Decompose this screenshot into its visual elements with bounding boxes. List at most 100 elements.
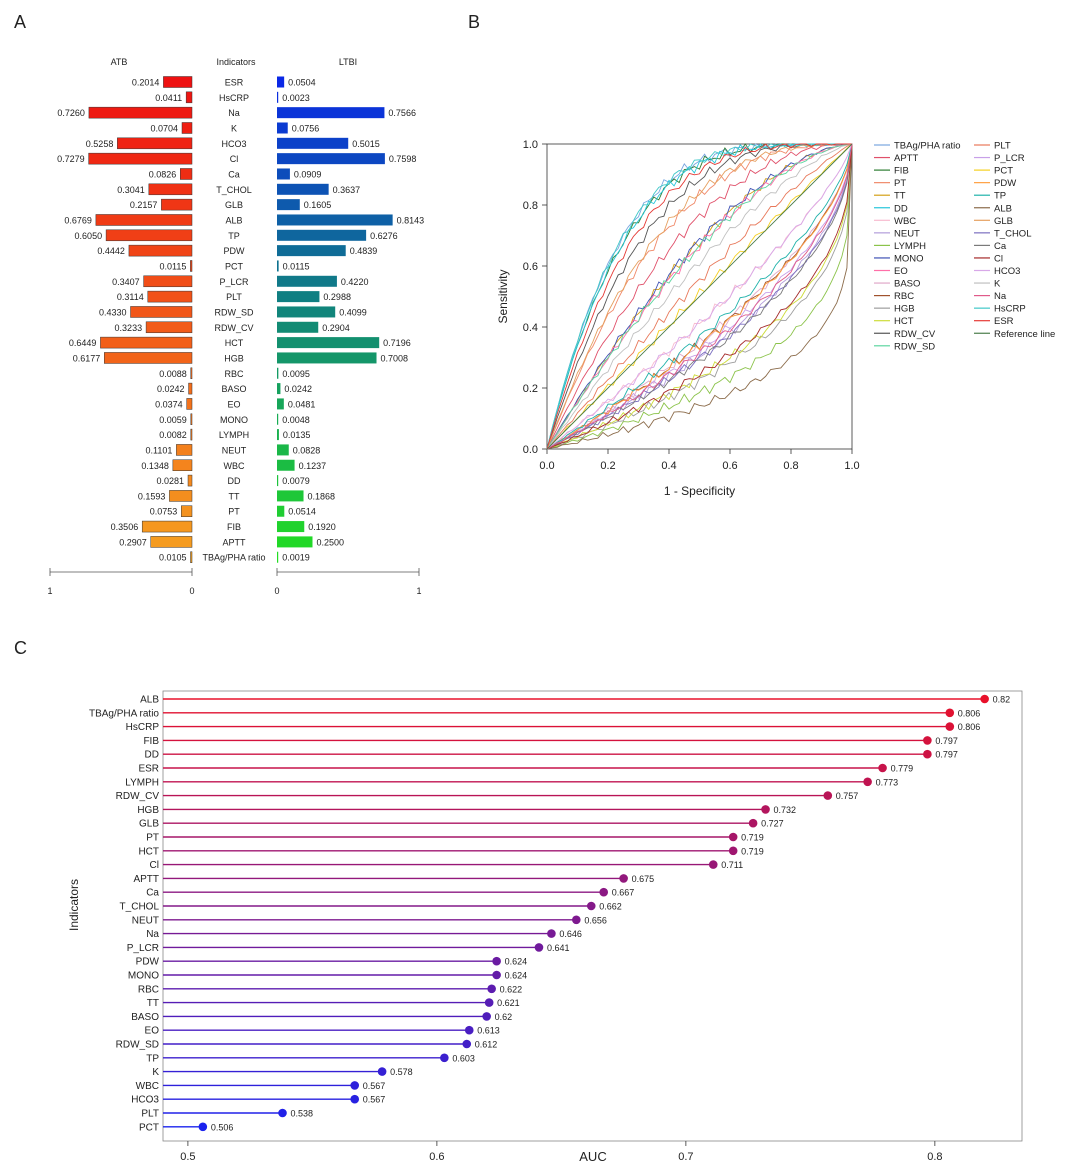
point-mono [492,970,501,980]
bar-atb-aptt [150,536,193,548]
bar-ltbi-alb [277,214,393,226]
legend-label-pct: PCT [994,166,1013,177]
category-hct: HCT [225,338,244,348]
x-tick-label-1: 0.2 [600,460,615,472]
category-eo: EO [227,399,240,409]
bar-atb-tt [169,490,193,502]
category-hgb: HGB [224,353,244,363]
label-ltbi-hct: 0.7196 [383,338,411,348]
label-ltbi-tp: 0.6276 [370,231,398,241]
ticklabel-atb-1: 1 [47,586,52,596]
value-label-ca: 0.667 [612,888,635,898]
bar-atb-glb [161,198,193,211]
category-label-p-lcr: P_LCR [127,943,159,954]
c-x-tick-label-3: 0.8 [927,1151,942,1163]
roc-curve-k [546,143,853,450]
category-label-pt: PT [146,833,159,844]
label-atb-tp: 0.6050 [75,231,103,241]
label-ltbi-rdw-sd: 0.4099 [339,307,367,317]
roc-curve-alb [546,143,853,450]
legend-label-reference-line: Reference line [994,329,1055,340]
label-atb-hscrp: 0.0411 [155,93,182,103]
y-tick-label-3: 0.6 [523,261,538,273]
point-aptt [619,874,628,883]
label-ltbi-plt: 0.2988 [323,292,351,302]
label-ltbi-esr: 0.0504 [288,78,316,88]
value-label-tp: 0.603 [452,1053,475,1063]
bar-ltbi-aptt [277,536,313,548]
bar-atb-hscrp [185,91,193,104]
legend-label-hct: HCT [894,316,914,327]
bar-atb-fib [141,520,193,533]
bar-ltbi-pct [277,260,279,272]
label-ltbi-k: 0.0756 [292,123,320,133]
legend-label-eo: EO [894,266,908,277]
bar-atb-lymph [190,428,193,441]
roc-curve-pt [546,143,852,450]
y-tick-label-4: 0.8 [523,200,538,212]
bar-ltbi-rdw-cv [277,321,319,333]
header-atb: ATB [111,57,128,67]
label-atb-glb: 0.2157 [130,200,158,210]
point-p-lcr [534,943,544,952]
category-label-dd: DD [145,750,159,761]
label-ltbi-rdw-cv: 0.2904 [322,323,350,333]
x-tick-label-2: 0.4 [661,460,676,472]
bar-atb-eo [186,398,193,410]
label-atb-neut: 0.1101 [146,445,173,455]
category-pdw: PDW [224,246,246,256]
legend-label-cl: Cl [994,253,1003,264]
value-label-pdw: 0.624 [505,957,528,967]
bar-atb-tp [105,229,193,242]
category-label-k: K [152,1067,159,1078]
x-tick-label-3: 0.6 [722,460,737,472]
point-glb [748,818,758,828]
bar-atb-t-chol [148,183,193,196]
bar-atb-dd [187,474,193,487]
legend-label-dd: DD [894,203,908,214]
legend-label-tbag-pha-ratio: TBAg/PHA ratio [894,141,961,152]
value-label-k: 0.578 [390,1067,413,1077]
header-indicators: Indicators [216,57,256,67]
category-label-esr: ESR [138,764,159,775]
label-atb-hct: 0.6449 [69,338,97,348]
roc-curve-mono [546,143,853,450]
point-rdw-sd [462,1039,472,1049]
label-atb-pct: 0.0115 [160,261,187,271]
label-ltbi-hscrp: 0.0023 [282,93,310,103]
value-label-alb: 0.82 [993,695,1011,705]
legend-label-hco3: HCO3 [994,266,1020,277]
value-label-baso: 0.62 [495,1012,513,1022]
plot-frame [546,143,853,450]
label-ltbi-dd: 0.0079 [282,476,310,486]
label-atb-eo: 0.0374 [155,399,183,409]
roc-curve-aptt [546,143,852,450]
legend-label-na: Na [994,291,1007,302]
label-ltbi-hco3: 0.5015 [352,139,380,149]
point-tbag-pha-ratio [945,708,955,718]
roc-curve-plt [546,143,853,450]
value-label-rbc: 0.622 [500,984,523,994]
label-ltbi-tt: 0.1868 [308,491,336,501]
bar-atb-rbc [190,367,193,380]
legend-label-pdw: PDW [994,178,1016,189]
category-label-lymph: LYMPH [125,777,159,788]
category-pct: PCT [225,261,244,271]
bar-atb-pt [181,505,193,517]
roc-curve-hco3 [546,143,853,450]
label-atb-aptt: 0.2907 [119,537,147,547]
category-hco3: HCO3 [221,139,246,149]
category-label-wbc: WBC [136,1081,159,1092]
label-atb-ca: 0.0826 [149,169,177,179]
category-label-cl: Cl [150,860,159,871]
legend-label-pt: PT [894,178,906,189]
bar-ltbi-hct [277,337,380,349]
bar-atb-cl [88,152,193,165]
bar-ltbi-hco3 [277,137,349,149]
label-atb-mono: 0.0059 [159,415,187,425]
bar-atb-esr [163,76,193,88]
value-label-rdw-sd: 0.612 [475,1040,498,1050]
category-label-eo: EO [145,1026,160,1037]
category-label-rdw-cv: RDW_CV [116,791,160,802]
c-x-tick-label-1: 0.6 [429,1151,444,1163]
